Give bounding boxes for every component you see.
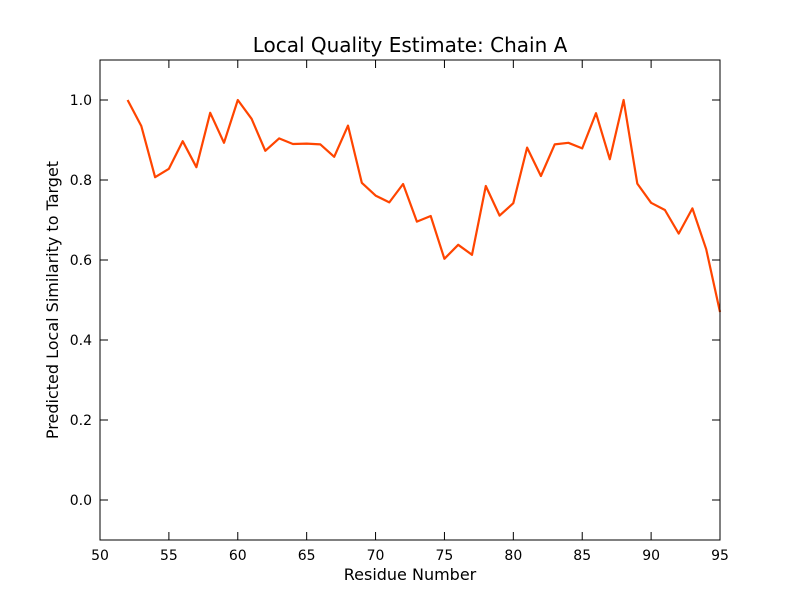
chart-title: Local Quality Estimate: Chain A: [253, 33, 568, 57]
x-axis-label: Residue Number: [344, 565, 477, 584]
x-tick-label: 70: [367, 548, 385, 564]
y-tick-label: 0.8: [70, 173, 92, 189]
x-tick-label: 90: [642, 548, 660, 564]
x-tick-label: 80: [504, 548, 522, 564]
plot-frame: [99, 59, 721, 541]
x-tick-label: 85: [573, 548, 591, 564]
series-line: [126, 98, 722, 313]
y-tick-label: 0.4: [70, 333, 92, 349]
x-tick-label: 50: [91, 548, 109, 564]
y-tick-label: 0.2: [70, 413, 92, 429]
y-tick-label: 1.0: [70, 93, 92, 109]
x-tick-label: 65: [298, 548, 316, 564]
y-tick-label: 0.6: [70, 253, 92, 269]
x-tick-label: 55: [160, 548, 178, 564]
x-tick-label: 60: [229, 548, 247, 564]
x-tick-label: 95: [711, 548, 729, 564]
y-tick-label: 0.0: [70, 493, 92, 509]
plot-background: [100, 60, 720, 540]
axis-ticks: 50 55 60 65 70 75 80 85 90 95 0.0 0.2 0.4 0.6 0.8 1.0: [70, 60, 729, 564]
x-tick-label: 75: [436, 548, 454, 564]
y-axis-label: Predicted Local Similarity to Target: [43, 161, 62, 439]
